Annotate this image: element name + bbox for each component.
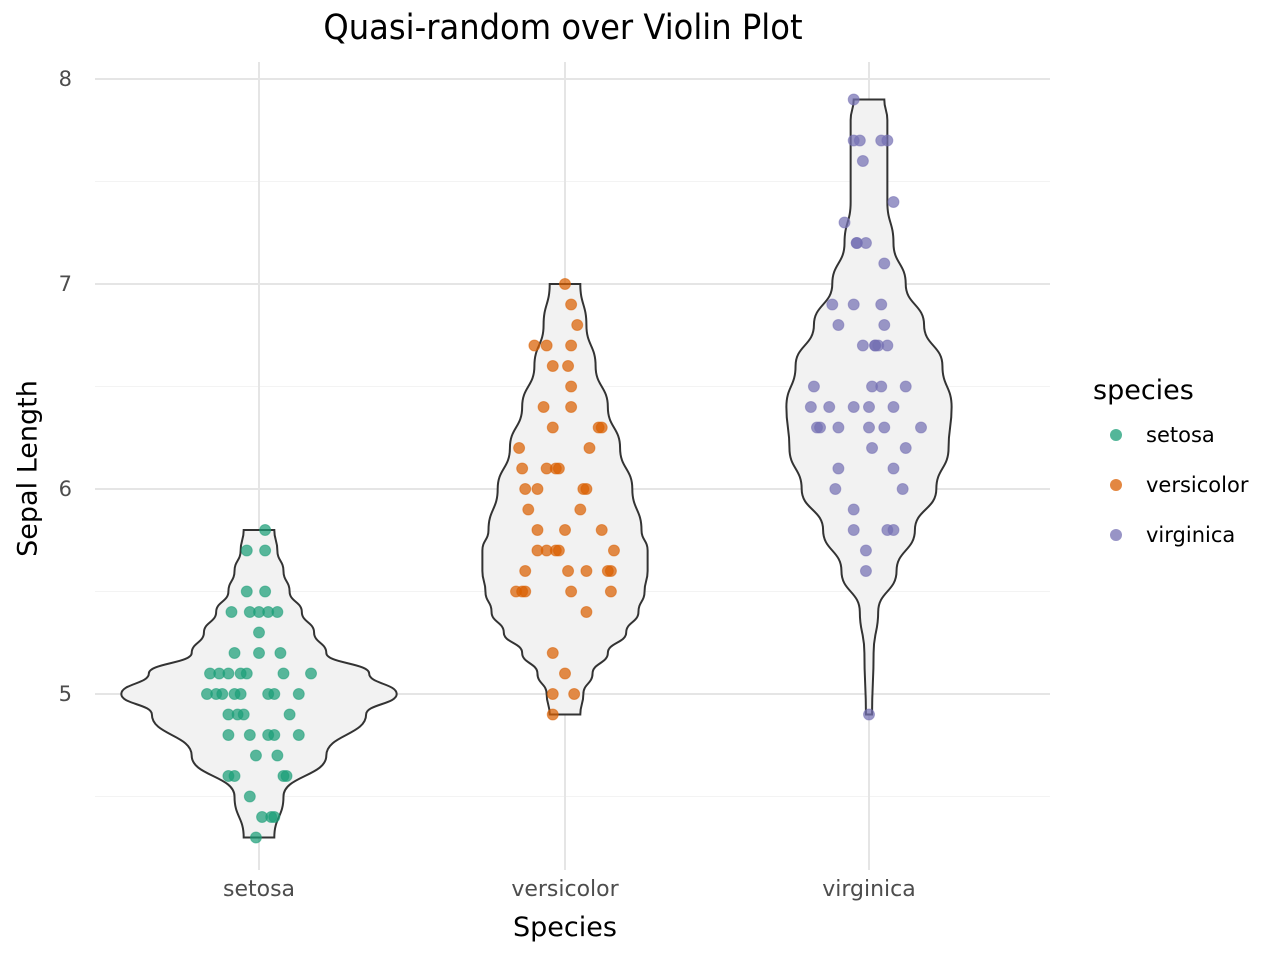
legend-item-setosa: setosa (1093, 410, 1248, 460)
y-tick-label: 6 (58, 477, 72, 501)
legend-label: virginica (1146, 523, 1236, 547)
legend-label: setosa (1146, 423, 1215, 447)
violins (120, 98, 953, 839)
y-axis-title: Sepal Length (12, 380, 44, 557)
legend-item-virginica: virginica (1093, 510, 1248, 560)
x-axis-title: Species (513, 912, 617, 943)
legend: species setosa versicolor virginica (1093, 375, 1248, 560)
y-tick-label: 7 (58, 272, 72, 296)
y-tick-label: 8 (58, 67, 72, 91)
legend-key-icon (1110, 479, 1122, 491)
legend-item-versicolor: versicolor (1093, 460, 1248, 510)
x-tick-label: versicolor (511, 877, 619, 902)
chart-title: Quasi-random over Violin Plot (323, 8, 803, 48)
legend-key-icon (1110, 429, 1122, 441)
y-tick-label: 5 (58, 682, 72, 706)
legend-label: versicolor (1146, 473, 1249, 497)
legend-title: species (1093, 375, 1194, 406)
x-tick-label: setosa (222, 877, 296, 902)
data-points (200, 93, 928, 844)
legend-key-icon (1110, 529, 1122, 541)
x-tick-label: virginica (822, 877, 916, 902)
